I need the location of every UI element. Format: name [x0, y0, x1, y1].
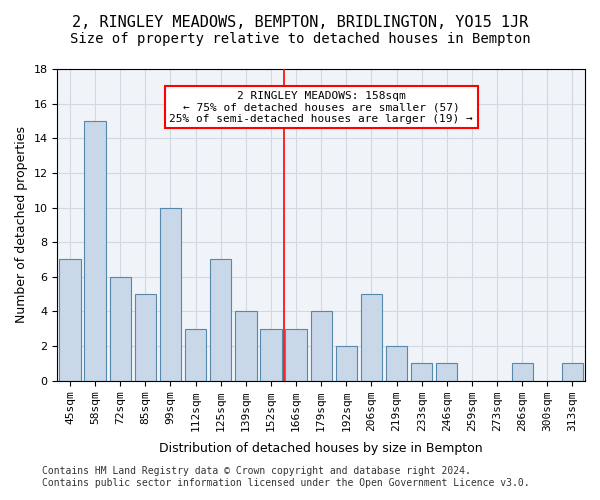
Bar: [411, 364, 433, 380]
Text: 2, RINGLEY MEADOWS, BEMPTON, BRIDLINGTON, YO15 1JR: 2, RINGLEY MEADOWS, BEMPTON, BRIDLINGTON…: [72, 15, 528, 30]
Bar: [110, 277, 131, 380]
Bar: [160, 208, 181, 380]
Y-axis label: Number of detached properties: Number of detached properties: [15, 126, 28, 324]
Bar: [286, 328, 307, 380]
Bar: [512, 364, 533, 380]
Bar: [185, 328, 206, 380]
Bar: [562, 364, 583, 380]
Bar: [436, 364, 457, 380]
Bar: [210, 260, 232, 380]
Bar: [311, 312, 332, 380]
Bar: [386, 346, 407, 380]
Bar: [59, 260, 80, 380]
Bar: [85, 121, 106, 380]
Bar: [361, 294, 382, 380]
Text: 2 RINGLEY MEADOWS: 158sqm
← 75% of detached houses are smaller (57)
25% of semi-: 2 RINGLEY MEADOWS: 158sqm ← 75% of detac…: [169, 91, 473, 124]
Bar: [335, 346, 357, 380]
Text: Contains HM Land Registry data © Crown copyright and database right 2024.
Contai: Contains HM Land Registry data © Crown c…: [42, 466, 530, 487]
Bar: [260, 328, 281, 380]
X-axis label: Distribution of detached houses by size in Bempton: Distribution of detached houses by size …: [160, 442, 483, 455]
Bar: [235, 312, 257, 380]
Bar: [134, 294, 156, 380]
Text: Size of property relative to detached houses in Bempton: Size of property relative to detached ho…: [70, 32, 530, 46]
